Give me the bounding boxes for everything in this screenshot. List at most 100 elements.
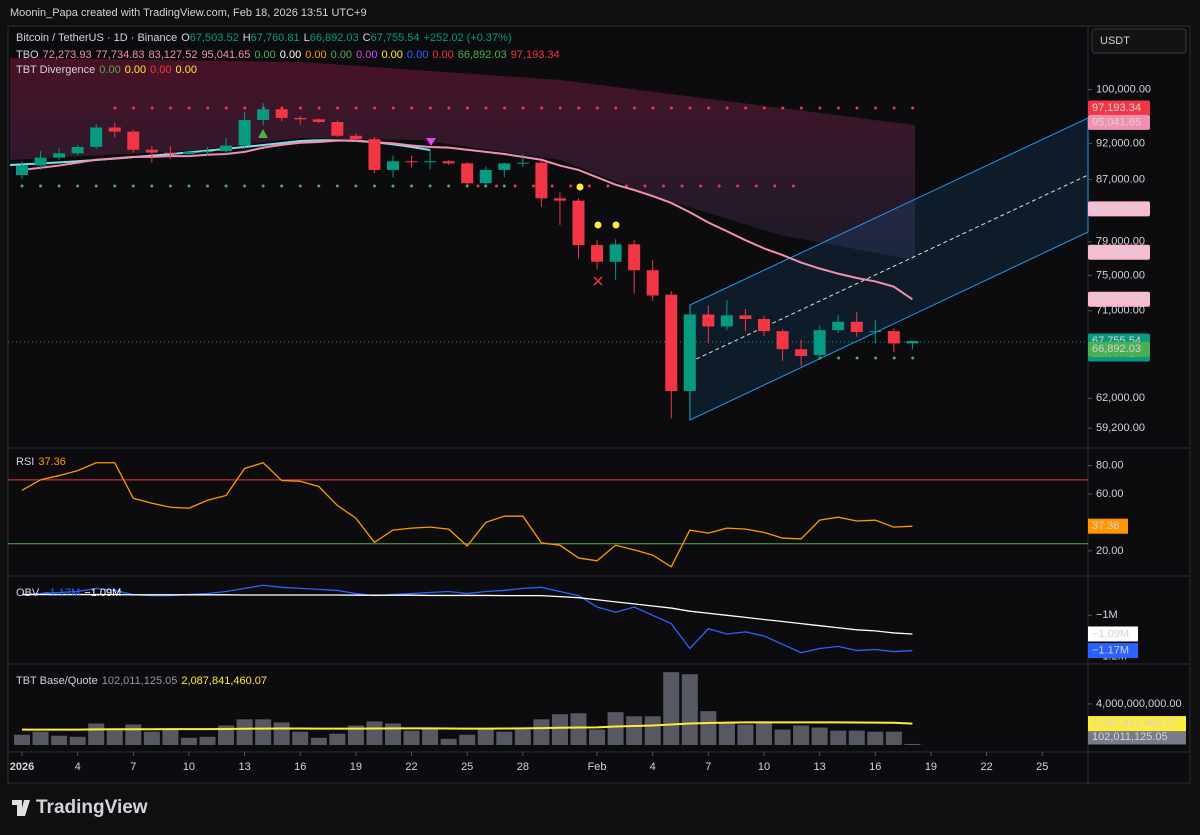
tbo-dot [113, 184, 117, 188]
tbo-dot [632, 106, 636, 110]
tbo-dot [243, 184, 247, 188]
tbo-dot [736, 184, 740, 188]
candle-body [572, 200, 585, 246]
volume-bar [570, 713, 587, 745]
currency-button[interactable] [1091, 28, 1187, 54]
tbo-dot [150, 106, 154, 110]
volume-bar [106, 729, 123, 745]
rsi-line [21, 462, 913, 568]
ohlc-key: O [181, 32, 190, 44]
volume-bar [718, 722, 735, 745]
candle-body [591, 245, 604, 262]
volume-bar [644, 716, 661, 745]
ohlc-key: H [242, 32, 251, 44]
volume-bar [292, 731, 309, 745]
obv-line [21, 584, 913, 654]
volume-bar [681, 674, 698, 745]
y-tick-label: 4,000,000,000.00 [1096, 698, 1182, 710]
candle-body [516, 162, 529, 164]
candle-body [238, 119, 251, 146]
signal-x [593, 276, 603, 286]
signal [576, 183, 584, 191]
volume-bar [700, 711, 717, 745]
y-tick-label: 75,000.00 [1096, 269, 1145, 281]
tbo-dot [614, 106, 618, 110]
volume-ma [22, 721, 913, 731]
tbo-dot [372, 184, 376, 188]
caption: Moonin_Papa created with TradingView.com… [10, 7, 367, 19]
logo [12, 800, 30, 816]
candle-body [887, 331, 900, 344]
volume-bar [125, 724, 142, 745]
tbo-dot [224, 106, 228, 110]
tbo-dot [762, 106, 766, 110]
tbo-dot [874, 106, 878, 110]
volume-bar [774, 729, 791, 745]
volume-bar [477, 728, 494, 745]
y-tick-label: 100,000.00 [1096, 83, 1151, 95]
tbo-dot [662, 184, 665, 188]
x-tick-label: 7 [705, 761, 711, 773]
ohlc-value: 66,892.03 [309, 32, 359, 44]
volume-bar [143, 731, 160, 745]
volume-bar [756, 721, 772, 745]
channel-mid [689, 174, 1089, 363]
y-tick-label: 92,000.00 [1096, 137, 1145, 149]
ohlc-value: +252.02 (+0.37%) [423, 32, 512, 44]
indicator-value: 0.00 [381, 49, 403, 61]
volume-title: TBT Base/Quote [16, 675, 98, 687]
volume-bar [88, 723, 105, 745]
candle-body [405, 161, 418, 163]
volume-bar [403, 730, 420, 745]
obv-name: OBV [16, 587, 40, 599]
y-tick-label: 59,200.00 [1096, 422, 1145, 434]
candle-body [34, 157, 47, 166]
tbo-dot [94, 184, 98, 188]
tbo-dot [299, 106, 302, 110]
volume-bar [14, 734, 30, 745]
x-tick-label: Feb [588, 761, 607, 773]
value-box [1088, 716, 1186, 732]
indicator-value: 0.00 [330, 49, 353, 61]
tbo-dot [261, 184, 265, 188]
volume-bar [255, 719, 272, 745]
value-box-label: 102,011,125.05 [1092, 731, 1168, 743]
indicator-value: 97,193.34 [510, 49, 560, 61]
tbo-dot [699, 184, 703, 188]
candle-body [479, 169, 492, 184]
candle-body [702, 314, 715, 327]
candle-body [16, 165, 28, 176]
x-tick-label: 19 [925, 761, 937, 773]
tbo-dot [206, 184, 209, 188]
tbo-dot [837, 356, 841, 360]
tbo-dot [744, 106, 748, 110]
candle-body [294, 117, 307, 120]
tbo-dot [781, 106, 785, 110]
candle-body [720, 315, 733, 327]
candle-body [275, 109, 288, 118]
candle-body [312, 119, 325, 123]
tbo-dot [57, 184, 61, 188]
indicator-value: 77,734.83 [95, 49, 145, 61]
tbo-dot [298, 184, 302, 188]
tbo-dot [569, 184, 573, 188]
tbo-dot [799, 106, 803, 110]
candle-body [424, 161, 437, 163]
volume-bar [663, 672, 680, 745]
value-box [1088, 518, 1128, 534]
tbo-dot [892, 356, 896, 360]
currency[interactable]: USDT [1100, 35, 1130, 47]
volume-bar [551, 714, 568, 745]
tbo-dot [855, 106, 859, 110]
value-box [1088, 643, 1138, 659]
volume-bar [440, 738, 457, 745]
candle-body [850, 321, 863, 333]
tbo-dot [354, 106, 358, 110]
candle-body [349, 135, 362, 140]
volume-bar [32, 731, 49, 745]
tbo-dot [707, 106, 711, 110]
price-label-box [1088, 100, 1150, 116]
volume-bar [533, 719, 550, 745]
tbo-dot [688, 106, 692, 110]
